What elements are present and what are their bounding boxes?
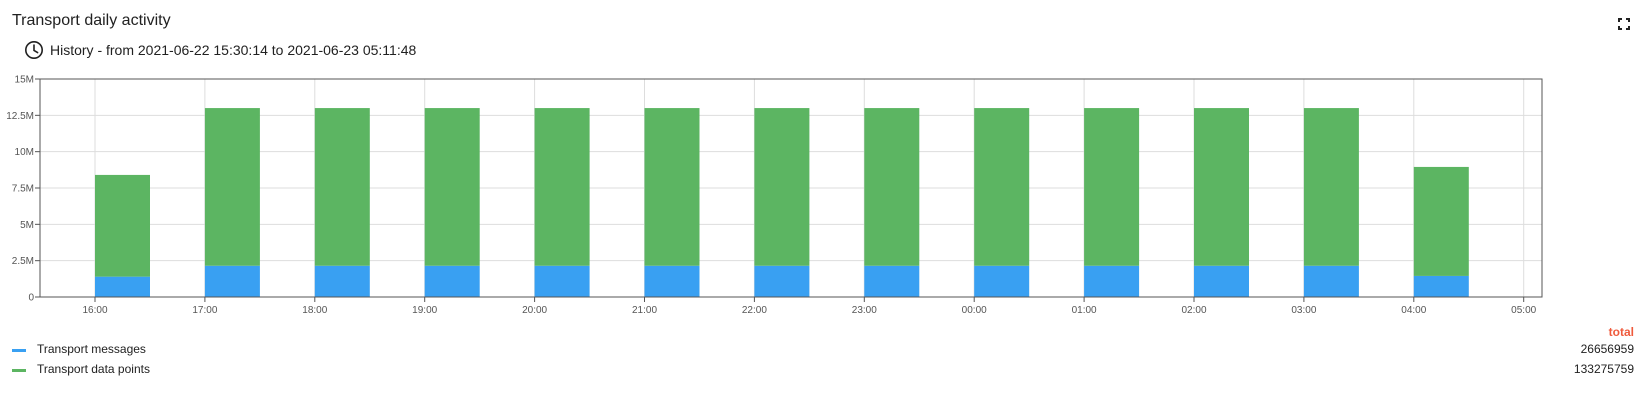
x-tick-label: 17:00 xyxy=(192,305,217,316)
bar-transport-data-points xyxy=(1303,108,1359,266)
history-range: History - from 2021-06-22 15:30:14 to 20… xyxy=(24,40,416,60)
bar-transport-data-points xyxy=(314,108,370,266)
bar-transport-data-points xyxy=(424,108,480,266)
bar-transport-data-points xyxy=(204,108,260,266)
y-tick-label: 0 xyxy=(28,293,34,304)
x-tick-label: 21:00 xyxy=(632,305,657,316)
y-tick-label: 2.5M xyxy=(12,256,34,267)
legend-total: 26656959 xyxy=(1580,342,1634,356)
bar-transport-messages xyxy=(1194,265,1249,297)
y-tick-label: 7.5M xyxy=(12,184,34,195)
legend-item-data-points[interactable]: Transport data points 133275759 xyxy=(0,360,1648,380)
bar-transport-data-points xyxy=(534,108,590,266)
x-tick-label: 20:00 xyxy=(522,305,547,316)
legend-label: Transport data points xyxy=(37,362,150,376)
bar-transport-data-points xyxy=(754,108,810,266)
x-tick-label: 18:00 xyxy=(302,305,327,316)
bar-transport-data-points xyxy=(1194,108,1249,266)
bar-transport-data-points xyxy=(644,108,700,266)
x-tick-label: 16:00 xyxy=(82,305,107,316)
bar-transport-messages xyxy=(1303,265,1359,297)
bar-transport-data-points xyxy=(1413,166,1469,276)
y-tick-label: 15M xyxy=(15,75,34,86)
x-tick-label: 03:00 xyxy=(1291,305,1316,316)
x-tick-label: 05:00 xyxy=(1511,305,1536,316)
bar-transport-messages xyxy=(644,265,700,297)
bar-transport-data-points xyxy=(95,174,150,277)
chart-bars xyxy=(95,108,1469,297)
x-tick-label: 23:00 xyxy=(852,305,877,316)
bar-transport-messages xyxy=(974,265,1030,297)
bar-transport-messages xyxy=(424,265,480,297)
x-tick-label: 02:00 xyxy=(1181,305,1206,316)
clock-icon xyxy=(24,40,44,60)
legend-total-header: total xyxy=(1608,325,1634,339)
y-axis-ticks: 0 2.5M 5M 7.5M 10M 12.5M 15M xyxy=(6,75,40,304)
bar-transport-messages xyxy=(204,265,260,297)
legend-total: 133275759 xyxy=(1573,362,1634,376)
bar-transport-data-points xyxy=(1084,108,1140,266)
y-tick-label: 12.5M xyxy=(6,111,34,122)
bar-transport-messages xyxy=(864,265,920,297)
bar-transport-messages xyxy=(1413,275,1469,297)
x-axis-ticks: 16:00 17:00 18:00 19:00 20:00 21:00 22:00 23:00… xyxy=(82,297,1537,316)
y-tick-label: 10M xyxy=(15,147,34,158)
bar-transport-messages xyxy=(95,276,150,297)
bar-transport-messages xyxy=(534,265,590,297)
x-tick-label: 22:00 xyxy=(742,305,767,316)
bar-transport-data-points xyxy=(864,108,920,266)
bar-transport-messages xyxy=(1084,265,1140,297)
fullscreen-icon[interactable] xyxy=(1616,16,1632,32)
x-tick-label: 19:00 xyxy=(412,305,437,316)
x-tick-label: 01:00 xyxy=(1072,305,1097,316)
y-tick-label: 5M xyxy=(20,220,34,231)
history-text: History - from 2021-06-22 15:30:14 to 20… xyxy=(50,42,417,58)
legend-label: Transport messages xyxy=(37,342,146,356)
bar-transport-messages xyxy=(314,265,370,297)
bar-transport-data-points xyxy=(974,108,1030,266)
bar-transport-messages xyxy=(754,265,810,297)
x-tick-label: 00:00 xyxy=(962,305,987,316)
legend-swatch-data-points xyxy=(12,369,26,372)
x-tick-label: 04:00 xyxy=(1401,305,1426,316)
chart-title: Transport daily activity xyxy=(12,12,171,29)
bar-chart: 0 2.5M 5M 7.5M 10M 12.5M 15M 16:00 17:00 18:00 19… xyxy=(6,75,1543,316)
legend-item-messages[interactable]: Transport messages 26656959 xyxy=(0,340,1648,360)
legend-swatch-messages xyxy=(12,349,26,352)
